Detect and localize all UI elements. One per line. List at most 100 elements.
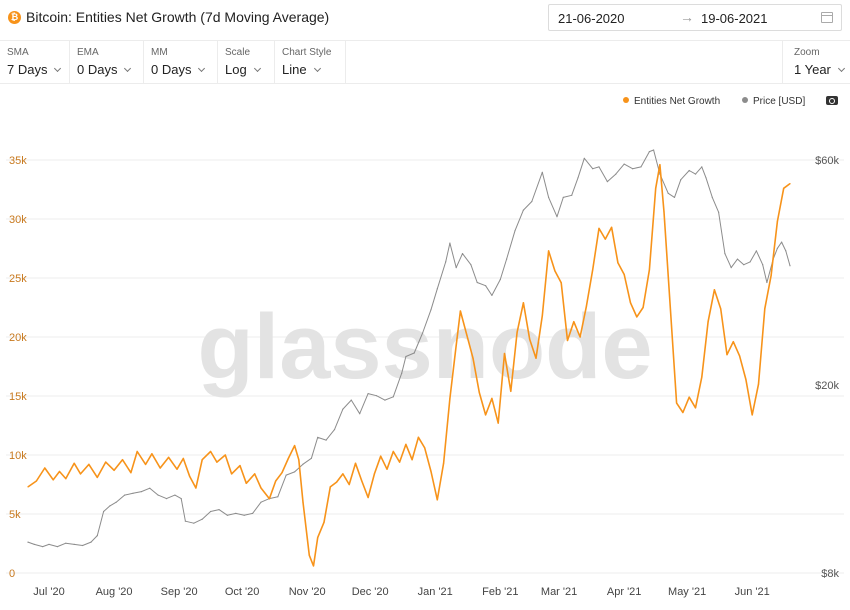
data-point-price [333,429,336,431]
data-point-price [556,216,558,218]
data-point-price [184,520,186,522]
data-point-entities [566,339,569,342]
data-point-price [48,543,50,546]
legend-label-entities: Entities Net Growth [634,96,721,107]
data-point-entities [367,496,369,499]
legend-swatch-entities [623,97,629,103]
data-point-entities [459,310,461,312]
data-point-entities [121,459,124,461]
data-point-entities [361,480,363,482]
data-point-price [606,181,609,183]
data-point-price [252,512,254,515]
zoom-value: 1 Year [794,62,845,77]
data-point-price [226,514,228,516]
data-point-entities [96,476,98,478]
x-tick-label: Nov '20 [289,586,326,598]
data-point-price [749,261,751,263]
data-point-price [115,501,117,503]
data-point-entities [430,470,432,473]
data-point-entities [317,537,319,539]
data-point-price [705,177,707,179]
data-point-entities [455,344,457,346]
data-point-entities [231,473,233,475]
data-point-price [522,209,525,211]
data-point-entities [443,462,445,464]
data-point-price [27,541,29,543]
data-point-price [485,285,487,287]
sma-dropdown[interactable]: SMA 7 Days [0,41,70,83]
data-point-price [640,166,642,168]
data-point-entities [113,469,115,471]
data-point-price [680,179,682,181]
data-point-price [711,196,713,198]
x-tick-label: Jul '20 [33,586,64,598]
data-point-price [667,192,669,194]
data-point-price [65,542,67,544]
data-point-entities [669,306,671,309]
data-point-entities [592,269,594,271]
sma-value: 7 Days [7,62,62,77]
data-point-entities [617,262,619,264]
chart-controls-bar: SMA 7 Days EMA 0 Days MM 0 Days Scale Lo… [0,40,850,84]
calendar-icon[interactable] [821,12,833,23]
data-point-entities [585,305,588,307]
data-point-entities [529,338,531,340]
data-point-entities [659,164,661,166]
data-point-entities [694,407,697,409]
data-point-entities [478,391,480,394]
data-point-entities [701,376,703,378]
date-range-picker[interactable]: 21-06-2020 → 19-06-2021 [548,4,842,31]
scale-dropdown[interactable]: Scale Log [218,41,275,83]
mm-dropdown[interactable]: MM 0 Days [144,41,218,83]
data-point-entities [35,480,38,482]
data-point-price [730,267,732,269]
mm-value: 0 Days [151,62,206,77]
date-start-input[interactable]: 21-06-2020 [558,11,625,26]
data-point-price [193,522,195,524]
data-point-entities [707,321,709,323]
data-point-entities [79,473,82,475]
data-point-entities [58,470,61,473]
data-point-entities [216,461,218,463]
data-point-price [235,512,237,515]
data-point-entities [554,270,556,272]
data-point-price [592,168,594,170]
x-tick-label: Jun '21 [735,586,770,598]
data-point-entities [168,456,170,458]
x-tick-label: Oct '20 [225,586,260,598]
camera-icon[interactable] [826,96,838,105]
y-right-tick-label: $20k [815,380,839,392]
data-point-price [430,309,432,311]
data-point-price [90,541,92,543]
data-point-price [455,267,457,269]
data-point-entities [380,455,382,457]
data-point-entities [436,499,438,501]
arrow-right-icon: → [680,9,694,25]
data-point-entities [323,521,325,523]
data-point-entities [466,334,468,336]
data-point-entities [298,459,300,461]
data-point-price [401,372,403,374]
data-point-price [583,157,585,159]
date-end-input[interactable]: 19-06-2021 [701,11,768,26]
chart-header: ₿ Bitcoin: Entities Net Growth (7d Movin… [0,0,850,36]
chart-style-dropdown[interactable]: Chart Style Line [275,41,346,83]
data-point-price [413,352,415,354]
ema-dropdown[interactable]: EMA 0 Days [70,41,144,83]
legend-item-entities[interactable]: Entities Net Growth [623,96,720,107]
data-point-price [384,399,386,401]
data-point-entities [27,486,29,488]
data-point-price [476,281,478,284]
data-point-entities [623,273,625,276]
data-point-entities [503,352,506,355]
data-point-entities [52,479,54,481]
data-point-entities [636,316,638,318]
glassnode-watermark: glassnode [197,296,652,398]
data-point-price [785,250,787,252]
legend-item-price[interactable]: Price [USD] [742,96,805,107]
data-point-price [124,494,126,496]
data-point-entities [405,443,407,445]
zoom-dropdown[interactable]: Zoom 1 Year [782,41,850,83]
chart-style-value: Line [282,62,321,77]
data-point-entities [629,302,632,304]
